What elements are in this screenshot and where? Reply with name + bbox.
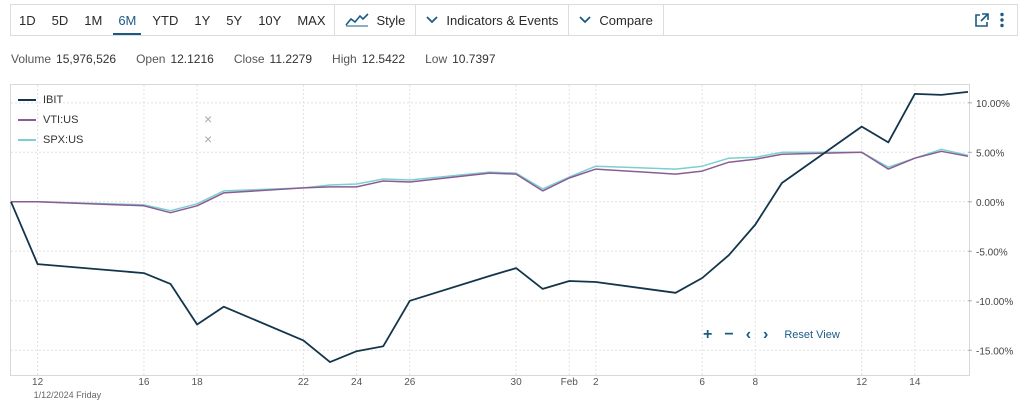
series-line-vti-us: [11, 150, 969, 214]
range-button-1y[interactable]: 1Y: [194, 12, 211, 28]
reset-view-button[interactable]: Reset View: [784, 329, 840, 341]
range-button-10y[interactable]: 10Y: [258, 12, 282, 28]
stat-value: 15,976,526: [56, 52, 117, 66]
open-external-icon[interactable]: [974, 12, 989, 28]
series-line-ibit: [10, 91, 969, 364]
indicators-events-button[interactable]: Indicators & Events: [416, 5, 568, 35]
x-tick-label: 2: [593, 377, 599, 388]
zoom-in-button[interactable]: +: [703, 326, 713, 343]
legend-swatch: [18, 139, 36, 141]
legend-label: IBIT: [43, 94, 64, 106]
legend-swatch: [18, 99, 36, 101]
x-tick-label: 14: [909, 377, 921, 388]
range-selector: 1D 5D 1M 6M YTD 1Y 5Y 10Y MAX: [11, 5, 334, 35]
style-button[interactable]: Style: [335, 5, 416, 35]
line-chart-icon: [344, 13, 369, 27]
remove-series-icon[interactable]: ×: [204, 111, 213, 127]
stat-label: Volume: [11, 52, 52, 66]
range-button-max[interactable]: MAX: [297, 12, 326, 28]
range-button-5y[interactable]: 5Y: [226, 12, 243, 28]
range-button-1d[interactable]: 1D: [19, 12, 36, 28]
style-label: Style: [376, 12, 406, 28]
y-tick-label: 5.00%: [976, 148, 1004, 159]
x-tick-label: Feb: [561, 377, 579, 388]
stat-label: High: [332, 52, 357, 66]
toolbar-divider: [568, 5, 570, 35]
compare-label: Compare: [599, 12, 653, 28]
y-tick-label: -15.00%: [976, 346, 1013, 357]
legend-item-vti-us[interactable]: VTI:US ×: [18, 110, 218, 130]
x-tick-label: 26: [404, 377, 416, 388]
stat-value: 11.2279: [269, 52, 313, 66]
x-tick-label: 18: [192, 377, 204, 388]
legend-label: VTI:US: [43, 114, 79, 126]
x-tick-label: 30: [511, 377, 523, 388]
stat-value: 12.5422: [361, 52, 406, 66]
toolbar-actions: [974, 5, 1017, 35]
y-tick-label: 0.00%: [976, 198, 1004, 209]
range-button-6m[interactable]: 6M: [110, 5, 144, 35]
x-tick-label: 24: [351, 377, 363, 388]
range-button-1m[interactable]: 1M: [84, 12, 103, 28]
stat-open: Open 12.1216: [136, 52, 214, 66]
quote-stats: Volume 15,976,526 Open 12.1216 Close 11.227…: [11, 52, 516, 66]
stat-label: Low: [425, 52, 448, 66]
legend-item-spx-us[interactable]: SPX:US ×: [18, 130, 218, 150]
chevron-down-icon: [579, 16, 592, 24]
x-tick-label: 22: [298, 377, 310, 388]
toolbar-divider: [662, 5, 664, 35]
y-tick-label: 10.00%: [976, 99, 1010, 110]
chart-plot-area[interactable]: [10, 84, 970, 376]
zoom-out-button[interactable]: −: [724, 326, 734, 343]
y-tick-label: -10.00%: [976, 297, 1013, 308]
stat-high: High 12.5422: [332, 52, 405, 66]
chart-toolbar: 1D 5D 1M 6M YTD 1Y 5Y 10Y MAX Style Indicators &…: [10, 4, 1018, 36]
toolbar-divider: [415, 5, 417, 35]
legend-item-ibit[interactable]: IBIT: [18, 90, 218, 110]
compare-button[interactable]: Compare: [569, 5, 662, 35]
indicators-label: Indicators & Events: [446, 12, 559, 28]
stat-close: Close 11.2279: [234, 52, 312, 66]
range-button-ytd[interactable]: YTD: [152, 12, 179, 28]
x-tick-label: 16: [138, 377, 150, 388]
chart-legend: IBIT VTI:US × SPX:US ×: [18, 90, 218, 150]
chart-navigation-controls: + − ‹ › Reset View: [703, 326, 840, 344]
x-tick-label: 12: [856, 377, 868, 388]
stat-low: Low 10.7397: [425, 52, 495, 66]
y-tick-label: -5.00%: [976, 247, 1008, 258]
stat-volume: Volume 15,976,526: [11, 52, 116, 66]
legend-label: SPX:US: [43, 134, 84, 146]
chevron-down-icon: [426, 16, 439, 24]
x-tick-label: 12: [32, 377, 44, 388]
legend-swatch: [18, 119, 36, 121]
pan-left-button[interactable]: ‹: [745, 326, 752, 343]
x-tick-label: 8: [753, 377, 759, 388]
stat-label: Open: [136, 52, 166, 66]
pan-right-button[interactable]: ›: [763, 326, 769, 343]
x-date-sublabel: 1/12/2024 Friday: [34, 390, 102, 400]
more-options-icon[interactable]: [999, 12, 1005, 28]
stat-value: 12.1216: [170, 52, 214, 66]
remove-series-icon[interactable]: ×: [204, 131, 213, 147]
stat-value: 10.7397: [452, 52, 496, 66]
x-tick-label: 6: [699, 377, 705, 388]
toolbar-divider: [333, 5, 335, 35]
range-button-5d[interactable]: 5D: [51, 12, 69, 28]
stat-label: Close: [233, 52, 265, 66]
